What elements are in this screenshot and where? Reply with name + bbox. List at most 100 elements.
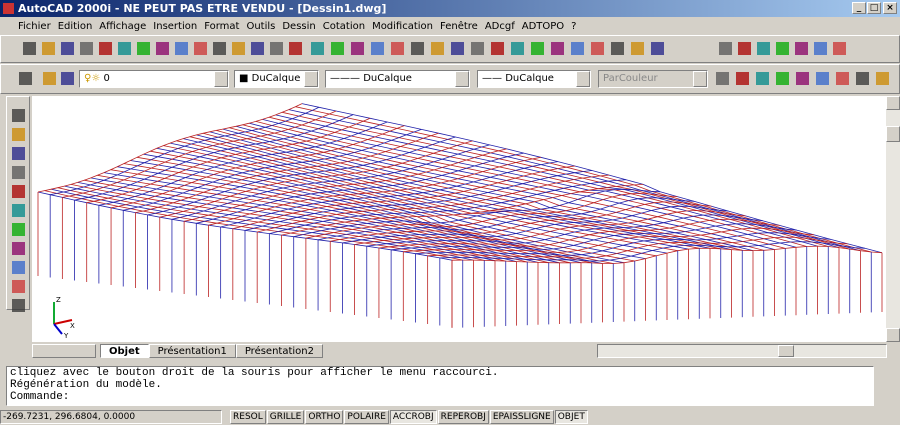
tool-button[interactable] [776, 72, 789, 85]
menu-item[interactable]: Fenêtre [440, 20, 478, 32]
tool-button[interactable] [61, 72, 74, 85]
tool-button[interactable] [232, 42, 245, 55]
tool-button[interactable] [80, 42, 93, 55]
menu-item[interactable]: ? [571, 20, 577, 32]
tool-button[interactable] [511, 42, 524, 55]
tool-button[interactable] [716, 72, 729, 85]
menu-item[interactable]: Cotation [322, 20, 366, 32]
menu-item[interactable]: Affichage [99, 20, 147, 32]
horizontal-scrollbar[interactable] [597, 344, 887, 358]
tool-button[interactable] [311, 42, 324, 55]
tool-button[interactable] [137, 42, 150, 55]
tool-button[interactable] [213, 42, 226, 55]
tool-button[interactable] [571, 42, 584, 55]
tool-button[interactable] [736, 72, 749, 85]
scroll-down[interactable] [886, 328, 900, 342]
menu-item[interactable]: Outils [246, 20, 276, 32]
tool-button[interactable] [796, 72, 809, 85]
tool-button[interactable] [411, 42, 424, 55]
tab-navigation[interactable] [32, 344, 96, 358]
menu-item[interactable]: ADcgf [484, 20, 515, 32]
tool-button[interactable] [12, 223, 25, 236]
tool-button[interactable] [12, 280, 25, 293]
tool-button[interactable] [876, 72, 889, 85]
layer-combo[interactable]: ♀☼ 0 [79, 70, 229, 88]
tool-button[interactable] [551, 42, 564, 55]
plotstyle-combo[interactable]: ParCouleur [598, 70, 708, 88]
layout-tab[interactable]: Présentation2 [235, 344, 323, 358]
tool-button[interactable] [251, 42, 264, 55]
tool-button[interactable] [61, 42, 74, 55]
tool-button[interactable] [631, 42, 644, 55]
tool-button[interactable] [12, 299, 25, 312]
tool-button[interactable] [756, 72, 769, 85]
tool-button[interactable] [12, 185, 25, 198]
tool-button[interactable] [776, 42, 789, 55]
tool-button[interactable] [795, 42, 808, 55]
tool-button[interactable] [856, 72, 869, 85]
tool-button[interactable] [738, 42, 751, 55]
tool-button[interactable] [118, 42, 131, 55]
vertical-scrollbar[interactable] [886, 96, 900, 342]
tool-button[interactable] [289, 42, 302, 55]
tool-button[interactable] [42, 42, 55, 55]
tool-button[interactable] [391, 42, 404, 55]
tool-button[interactable] [833, 42, 846, 55]
tool-button[interactable] [12, 242, 25, 255]
tool-button[interactable] [814, 42, 827, 55]
status-toggle[interactable]: RESOL [230, 410, 266, 424]
tool-button[interactable] [836, 72, 849, 85]
tool-button[interactable] [491, 42, 504, 55]
menu-item[interactable]: Format [204, 20, 240, 32]
tool-button[interactable] [331, 42, 344, 55]
tool-button[interactable] [194, 42, 207, 55]
tool-button[interactable] [816, 72, 829, 85]
lineweight-combo[interactable]: —— DuCalque [477, 70, 591, 88]
scroll-up[interactable] [886, 96, 900, 110]
tool-button[interactable] [611, 42, 624, 55]
maximize-button[interactable]: □ [867, 2, 881, 14]
tool-button[interactable] [591, 42, 604, 55]
menu-item[interactable]: Dessin [282, 20, 316, 32]
status-toggle[interactable]: ORTHO [305, 410, 344, 424]
color-combo[interactable]: ■ DuCalque [234, 70, 319, 88]
status-toggle[interactable]: GRILLE [266, 410, 305, 424]
tool-button[interactable] [451, 42, 464, 55]
tool-button[interactable] [19, 72, 32, 85]
tool-button[interactable] [12, 147, 25, 160]
tool-button[interactable] [719, 42, 732, 55]
tool-button[interactable] [156, 42, 169, 55]
menu-item[interactable]: Modification [372, 20, 434, 32]
tool-button[interactable] [12, 109, 25, 122]
status-toggle[interactable]: OBJET [554, 410, 588, 424]
layout-tab[interactable]: Présentation1 [148, 344, 236, 358]
tool-button[interactable] [471, 42, 484, 55]
status-toggle[interactable]: EPAISSLIGNE [489, 410, 554, 424]
status-toggle[interactable]: ACCROBJ [389, 410, 437, 424]
tool-button[interactable] [175, 42, 188, 55]
menu-item[interactable]: ADTOPO [521, 20, 565, 32]
tool-button[interactable] [99, 42, 112, 55]
tool-button[interactable] [12, 261, 25, 274]
tool-button[interactable] [531, 42, 544, 55]
linetype-combo[interactable]: ——— DuCalque [325, 70, 470, 88]
tool-button[interactable] [757, 42, 770, 55]
scroll-thumb[interactable] [886, 126, 900, 142]
tool-button[interactable] [270, 42, 283, 55]
command-window[interactable]: cliquez avec le bouton droit de la souri… [6, 366, 874, 406]
status-toggle[interactable]: POLAIRE [344, 410, 389, 424]
minimize-button[interactable]: _ [852, 2, 866, 14]
layout-tab[interactable]: Objet [100, 344, 149, 358]
tool-button[interactable] [12, 204, 25, 217]
tool-button[interactable] [23, 42, 36, 55]
tool-button[interactable] [431, 42, 444, 55]
tool-button[interactable] [12, 166, 25, 179]
tool-button[interactable] [651, 42, 664, 55]
tool-button[interactable] [12, 128, 25, 141]
status-toggle[interactable]: REPEROBJ [437, 410, 489, 424]
menu-item[interactable]: Edition [57, 20, 93, 32]
tool-button[interactable] [43, 72, 56, 85]
tool-button[interactable] [351, 42, 364, 55]
menu-item[interactable]: Fichier [18, 20, 51, 32]
close-button[interactable]: × [883, 2, 897, 14]
